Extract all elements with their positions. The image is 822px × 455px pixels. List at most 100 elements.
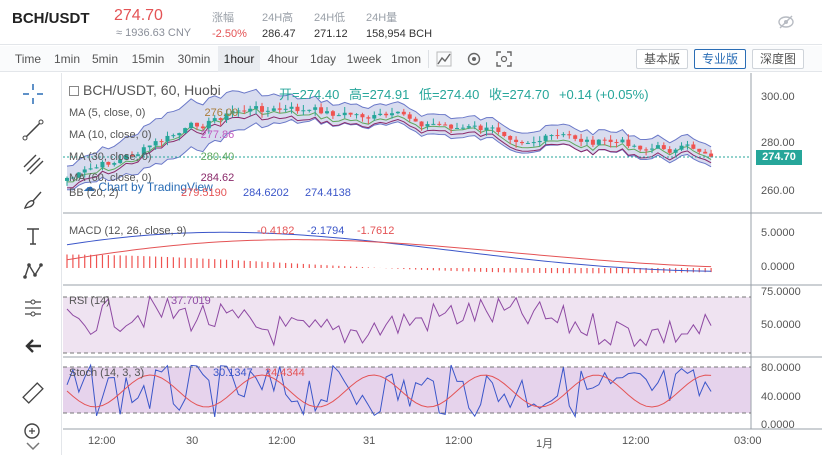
candle-body <box>561 134 566 136</box>
candle-body <box>130 155 134 157</box>
tf-1min[interactable]: 1min <box>53 52 80 66</box>
candle-body <box>703 151 708 154</box>
macd-value: -2.1794 <box>307 225 345 237</box>
collapse-icon[interactable] <box>69 86 79 96</box>
mode-basic[interactable]: 基本版 <box>636 49 688 69</box>
candle-body <box>466 126 471 128</box>
ma-label: MA (5, close, 0) <box>69 107 146 119</box>
main-title: BCH/USDT, 60, Huobi <box>83 82 221 98</box>
candle-body <box>230 110 235 114</box>
candle-body <box>626 139 631 147</box>
stat-label: 24H高 <box>262 12 294 24</box>
chart-type-icon[interactable] <box>435 50 453 68</box>
bb-value: 279.5190 <box>181 187 227 199</box>
ma-value: 284.62 <box>200 172 235 184</box>
ma5-legend: MA (5, close, 0) 276.00 <box>69 107 238 119</box>
measure-icon[interactable] <box>19 294 47 322</box>
candle-body <box>307 109 312 111</box>
candle-body <box>271 108 276 111</box>
candle-body <box>224 113 229 120</box>
time-tick: 31 <box>363 435 376 447</box>
time-tick: 30 <box>186 435 199 447</box>
crosshair-icon[interactable] <box>19 80 47 108</box>
candle-body <box>313 107 318 110</box>
time-tick: 03:00 <box>734 435 762 447</box>
candle-body <box>514 139 519 143</box>
zoom-icon[interactable] <box>19 418 47 446</box>
candle-body <box>378 113 383 116</box>
chart-canvas[interactable] <box>63 73 822 455</box>
candle-body <box>141 147 146 155</box>
settings-icon[interactable] <box>465 50 483 68</box>
screenshot-icon[interactable] <box>495 50 513 68</box>
stat-value: 158,954 BCH <box>366 28 433 40</box>
macd-tick: 5.0000 <box>761 227 795 239</box>
chevron-down-icon[interactable] <box>20 438 46 455</box>
tf-time[interactable]: Time <box>14 52 42 66</box>
tf-15min[interactable]: 15min <box>131 52 165 66</box>
ruler-icon[interactable] <box>19 379 47 407</box>
ma-label: MA (10, close, 0) <box>69 129 152 141</box>
candle-body <box>661 145 666 150</box>
candle-body <box>407 114 412 119</box>
candle-body <box>82 169 87 173</box>
last-price: 274.70 <box>114 7 163 24</box>
tf-1week[interactable]: 1week <box>346 52 382 66</box>
stat-value: -2.50% <box>212 28 247 40</box>
macd-legend: MACD (12, 26, close, 9) -0.4182 -2.1794 … <box>69 225 394 237</box>
tf-4hour[interactable]: 4hour <box>267 52 299 66</box>
tf-1hour[interactable]: 1hour <box>218 46 260 72</box>
tf-1day[interactable]: 1day <box>309 52 337 66</box>
candle-body <box>390 113 394 116</box>
candle-body <box>419 121 424 127</box>
high-value: 高=274.91 <box>348 87 410 102</box>
text-tool-icon[interactable] <box>19 222 47 250</box>
eye-off-icon[interactable] <box>776 12 796 32</box>
rsi-label: RSI (14) <box>69 295 110 307</box>
mode-depth[interactable]: 深度图 <box>752 49 804 69</box>
candle-body <box>384 113 389 116</box>
time-tick: 12:00 <box>268 435 296 447</box>
candle-body <box>437 123 442 125</box>
trend-line-icon[interactable] <box>19 116 47 144</box>
stat-low: 24H低 271.12 <box>314 9 348 40</box>
candle-body <box>655 145 660 149</box>
candle-body <box>395 111 400 114</box>
tf-30min[interactable]: 30min <box>177 52 211 66</box>
mode-pro[interactable]: 专业版 <box>694 49 746 69</box>
stoch-tick: 80.0000 <box>761 362 801 374</box>
candle-body <box>165 135 170 142</box>
candle-body <box>496 127 501 133</box>
ma-value: 276.00 <box>204 107 239 119</box>
back-arrow-icon[interactable] <box>19 332 47 360</box>
bb-value: 274.4138 <box>305 187 351 199</box>
candle-body <box>709 153 714 157</box>
candle-body <box>65 177 69 181</box>
tf-1mon[interactable]: 1mon <box>390 52 422 66</box>
stat-label: 24H低 <box>314 12 346 24</box>
candle-body <box>691 144 696 149</box>
candle-body <box>502 132 507 136</box>
candle-body <box>289 106 294 109</box>
pair-name[interactable]: BCH/USDT <box>12 10 90 27</box>
time-tick: 1月 <box>536 438 554 450</box>
pattern-icon[interactable] <box>19 257 47 285</box>
chart-area[interactable]: BCH/USDT, 60, Huobi 开=274.40 高=274.91 低=… <box>63 73 822 455</box>
candle-body <box>265 110 270 112</box>
candle-body <box>685 144 690 146</box>
candle-body <box>508 135 513 140</box>
candle-body <box>579 138 584 142</box>
time-tick: 12:00 <box>622 435 650 447</box>
candle-body <box>88 168 93 170</box>
candle-body <box>100 161 105 168</box>
tf-5min[interactable]: 5min <box>91 52 118 66</box>
candle-body <box>200 126 205 129</box>
candle-body <box>171 135 176 137</box>
price-tick: 300.00 <box>761 91 795 103</box>
candle-body <box>277 108 282 110</box>
tradingview-watermark[interactable]: ☁ Chart by TradingView <box>83 180 213 194</box>
cny-price: ≈ 1936.63 CNY <box>116 27 192 39</box>
fib-lines-icon[interactable] <box>19 150 47 178</box>
brush-icon[interactable] <box>19 186 47 214</box>
